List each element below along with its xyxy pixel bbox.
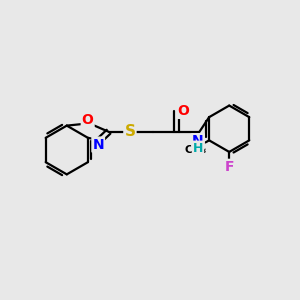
Text: F: F — [224, 160, 234, 174]
Text: N: N — [92, 138, 104, 152]
Text: N: N — [192, 134, 204, 148]
Text: CH₃: CH₃ — [184, 145, 207, 154]
Text: S: S — [124, 124, 135, 139]
Text: H: H — [193, 142, 203, 154]
Text: O: O — [82, 113, 94, 128]
Text: O: O — [177, 104, 189, 118]
